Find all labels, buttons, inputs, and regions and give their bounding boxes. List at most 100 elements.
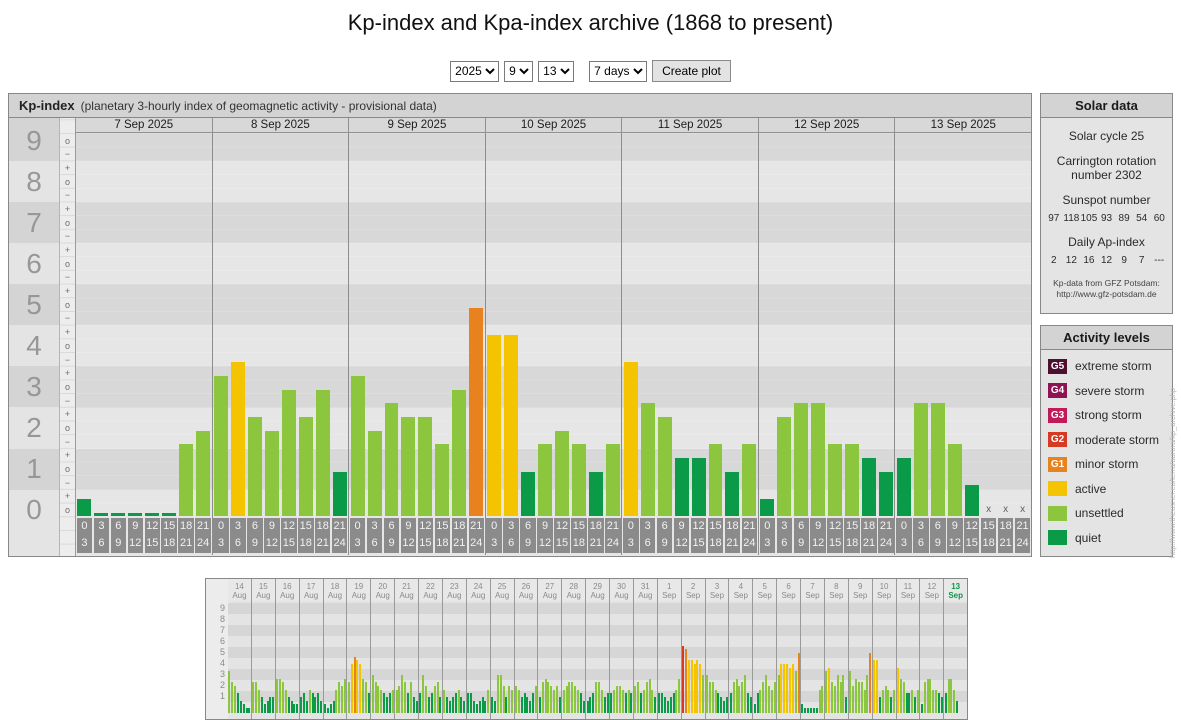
hour-label-box: 15 18 (161, 518, 177, 553)
hour-label-box: 9 12 (127, 518, 144, 553)
overview-bar (383, 693, 386, 713)
kp-y-label-3: 3 (26, 370, 42, 402)
overview-bar (666, 700, 669, 713)
hour-label-box: 9 12 (947, 518, 963, 553)
create-plot-button[interactable]: Create plot (652, 60, 731, 82)
overview-day-plot (371, 601, 395, 719)
overview-date-label: 10 Sep (872, 579, 896, 601)
overview-bar (234, 686, 237, 713)
overview-day-plot (275, 601, 299, 719)
overview-date-label: 12 Sep (920, 579, 944, 601)
kp-bar (930, 403, 945, 516)
overview-day-column: 25 Aug (489, 579, 514, 719)
overview-bar (391, 689, 394, 713)
overview-day-plot (848, 601, 872, 719)
overview-bar (579, 693, 582, 713)
overview-bar (529, 700, 532, 713)
overview-bar (804, 708, 807, 713)
kp-hour-labels: 0 3 3 6 6 9 9 12 12 15 15 18 18 21 21 24 (76, 516, 212, 555)
overview-day-plot (920, 601, 944, 719)
kp-bar (760, 499, 775, 516)
overview-bar (446, 697, 449, 713)
kp-y-submarker: o (64, 422, 70, 433)
solar-data-header: Solar data (1041, 94, 1172, 118)
overview-day-plot (323, 601, 347, 719)
overview-bar (654, 697, 657, 713)
overview-bar (663, 697, 666, 713)
overview-bar (825, 671, 828, 713)
overview-bar (562, 689, 565, 713)
range-select[interactable]: 7 days (589, 60, 648, 82)
activity-levels-panel: Activity levels G5 extreme storm G4 severe … (1040, 325, 1173, 557)
overview-bar (645, 682, 648, 713)
overview-bar (603, 697, 606, 713)
overview-bar (281, 682, 284, 713)
overview-bar (589, 697, 592, 713)
overview-bar (801, 704, 804, 713)
overview-bar (449, 700, 452, 713)
kp-y-submarker: − (64, 436, 71, 447)
day-select[interactable]: 13 (538, 60, 575, 82)
kp-y-label-2: 2 (26, 412, 42, 443)
legend-item: unsettled (1041, 501, 1172, 526)
legend-item: G5 extreme storm (1041, 354, 1172, 379)
overview-day-column: 29 Aug (585, 579, 609, 719)
overview-date-label: 29 Aug (586, 579, 609, 601)
overview-day-plot (395, 601, 418, 719)
kp-y-submarker: − (64, 395, 71, 406)
kp-y-submarker: − (64, 477, 71, 488)
overview-day-plot (824, 601, 848, 719)
overview-bar (296, 704, 299, 713)
overview-bar (696, 660, 699, 713)
overview-y-label-1: 1 (219, 691, 225, 701)
kp-y-label-8: 8 (26, 165, 42, 197)
kp-y-submarker: + (64, 491, 71, 502)
overview-bar (511, 689, 514, 713)
overview-bar (272, 697, 275, 713)
overview-bar (460, 697, 463, 713)
overview-y-label-9: 9 (219, 603, 225, 613)
hour-label-box: 9 12 (537, 518, 553, 553)
hour-label-box: 12 15 (827, 518, 843, 553)
overview-bar (443, 689, 446, 713)
overview-bar (630, 693, 633, 713)
overview-bar (371, 675, 374, 713)
overview-bar (374, 682, 377, 713)
kp-bar (896, 458, 911, 516)
overview-bar (708, 682, 711, 713)
overview-bar (558, 697, 561, 713)
overview-date-label: 17 Aug (299, 579, 323, 601)
month-select[interactable]: 9 (504, 60, 534, 82)
overview-date-label: 31 Aug (633, 579, 657, 601)
hour-label-box: 12 15 (554, 518, 570, 553)
kp-hour-labels: 0 3 3 6 6 9 9 12 12 15 15 18 18 21 21 24 (211, 516, 349, 555)
ap-label: Daily Ap-index (1068, 235, 1145, 249)
overview-bar (705, 675, 708, 713)
overview-bar (944, 693, 947, 713)
overview-date-label: 15 Aug (251, 579, 275, 601)
kp-bar (247, 417, 262, 516)
overview-bar (493, 700, 496, 713)
legend-swatch-active (1048, 481, 1067, 497)
hour-label-box: 15 18 (298, 518, 314, 553)
kp-bar (862, 458, 877, 516)
overview-bar (875, 660, 878, 713)
overview-bar (359, 664, 362, 713)
overview-day-column: 24 Aug (465, 579, 490, 719)
kp-bar (214, 376, 229, 516)
year-select[interactable]: 2025 (450, 60, 500, 82)
overview-day-column: 12 Sep (919, 579, 944, 719)
kp-day-column (211, 133, 349, 516)
overview-bar (884, 686, 887, 713)
overview-bar (878, 697, 881, 713)
overview-bar (759, 689, 762, 713)
overview-bar (675, 689, 678, 713)
